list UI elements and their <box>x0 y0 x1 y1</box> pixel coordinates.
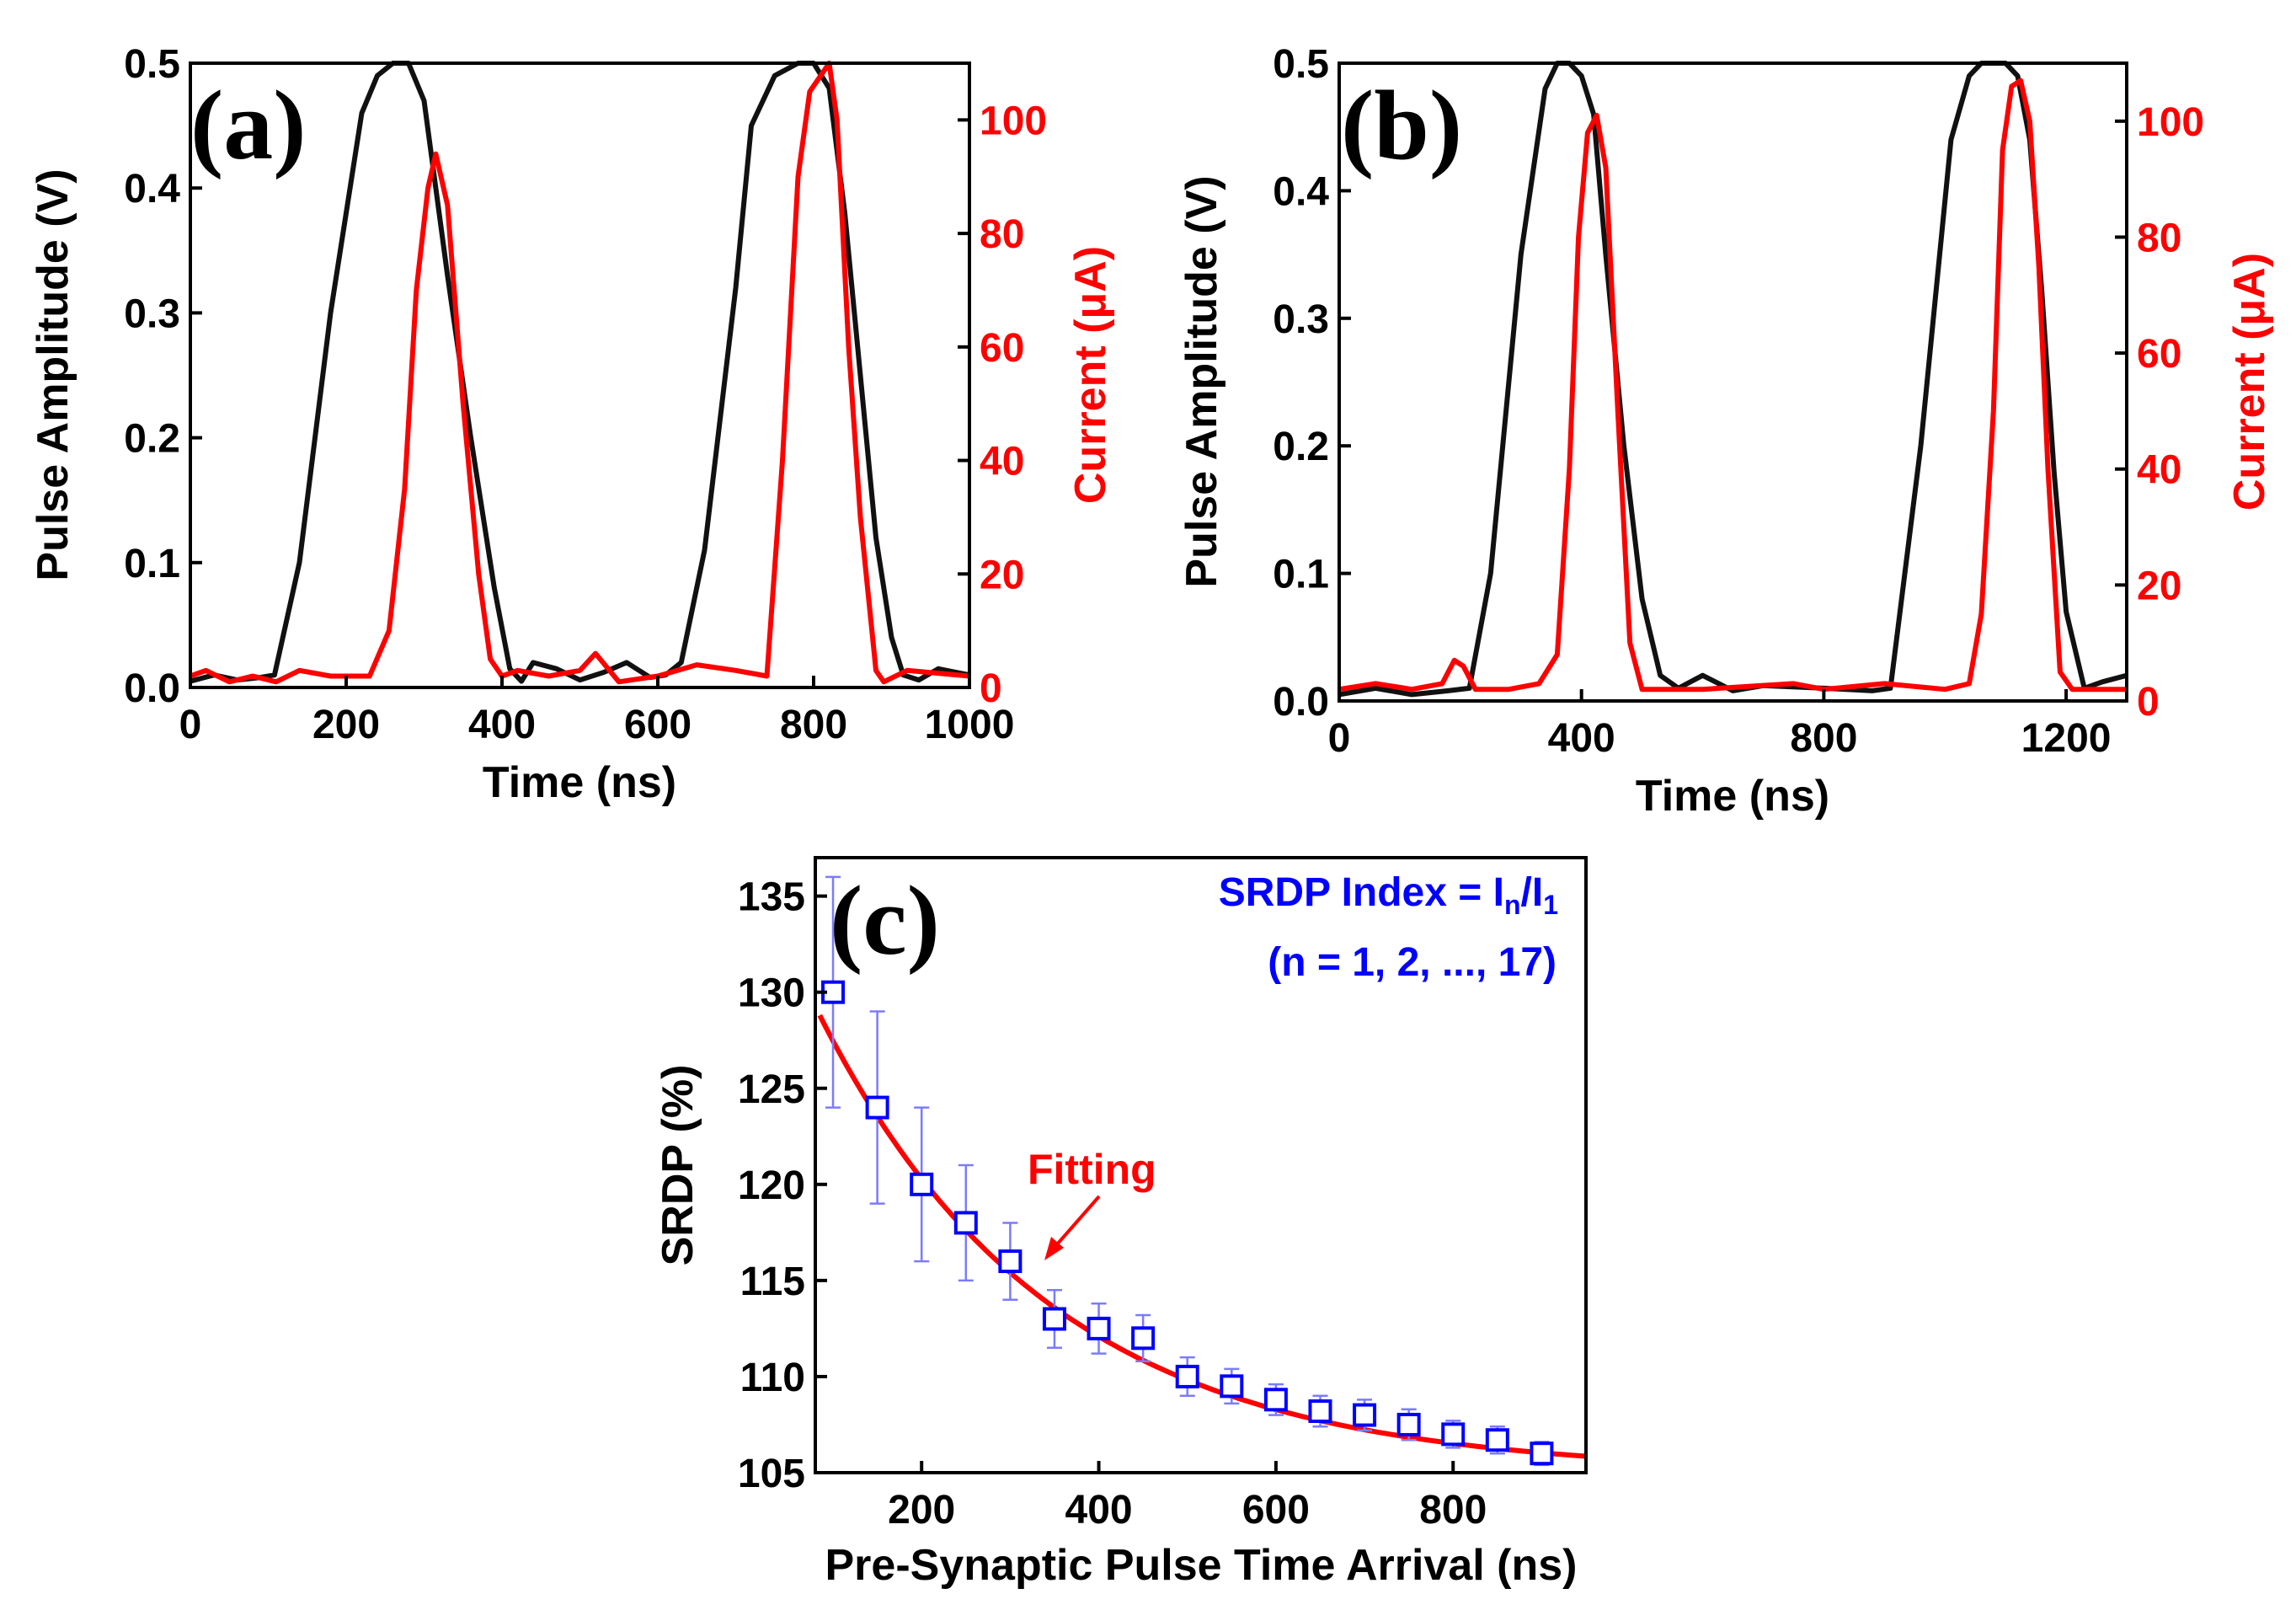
curves-a <box>189 61 970 685</box>
curves-b <box>1338 61 2128 698</box>
srdp-index-legend: SRDP Index = In/I1 <box>1219 870 1558 920</box>
y-tick-label-a-1: 0.1 <box>124 542 180 586</box>
x-tick-label-c-1: 400 <box>1065 1488 1133 1532</box>
y-tick-label-c-3: 120 <box>738 1163 805 1208</box>
srdp-range-legend: (n = 1, 2, ..., 17) <box>1268 940 1556 985</box>
panel-label-b: (b) <box>1341 70 1462 180</box>
y-tick-label-c-2: 115 <box>740 1260 805 1304</box>
x-tick-label-a-1: 200 <box>312 703 380 747</box>
legend-index-sub-n: n <box>1504 890 1521 920</box>
y-axis-label-c: SRDP (%) <box>654 1065 702 1266</box>
y-tick-label-b-2: 0.2 <box>1273 425 1329 469</box>
y-axis-label-b: Pulse Amplitude (V) <box>1177 175 1226 587</box>
y-tick-label-c-6: 135 <box>738 875 805 920</box>
voltage-curve-a <box>190 61 970 684</box>
ticks-c: 200 400 600 800 105 110 115 120 125 130 135 <box>738 875 1487 1532</box>
x-axis-label-b: Time (ns) <box>1636 772 1829 821</box>
x-tick-label-a-0: 0 <box>179 703 202 747</box>
x-tick-label-a-5: 1000 <box>925 703 1015 747</box>
curves-c <box>817 875 1587 1467</box>
fitting-annotation: Fitting <box>1028 1146 1156 1193</box>
y-tick-label-a-5: 0.5 <box>124 42 180 87</box>
y2-axis-label-a: Current (μA) <box>1066 246 1115 504</box>
y-tick-label-b-0: 0.0 <box>1273 680 1329 725</box>
panel-b: 0 400 800 1200 0.0 0.1 0.2 0.3 0.4 0.5 0 20 40 60 80 10… <box>1177 42 2274 821</box>
data-point <box>1263 1388 1288 1412</box>
data-point <box>1087 1316 1111 1340</box>
y2-axis-label-b: Current (μA) <box>2225 253 2274 511</box>
panel-label-a: (a) <box>190 70 307 180</box>
y2-tick-label-a-4: 80 <box>980 212 1024 257</box>
data-point <box>998 1249 1023 1274</box>
legend-index-mid: /I <box>1521 870 1544 915</box>
current-curve-b <box>1338 78 2127 693</box>
x-tick-label-a-3: 600 <box>624 703 691 747</box>
y2-tick-label-a-5: 100 <box>980 99 1047 143</box>
y-tick-label-a-4: 0.4 <box>124 167 180 211</box>
y2-tick-label-a-0: 0 <box>980 666 1002 711</box>
data-point <box>865 1095 889 1120</box>
y2-tick-label-b-4: 80 <box>2137 216 2181 260</box>
x-tick-label-b-0: 0 <box>1328 716 1351 761</box>
y2-tick-label-b-1: 20 <box>2137 564 2181 608</box>
x-tick-label-a-2: 400 <box>468 703 536 747</box>
fitting-arrow-shaft <box>1049 1195 1101 1253</box>
y-tick-label-a-2: 0.2 <box>124 417 180 462</box>
y-tick-label-b-1: 0.1 <box>1273 553 1329 597</box>
panel-a: 0 200 400 600 800 1000 0.0 0.1 0.2 0.3 0.4 0.5 0 20 40… <box>29 42 1115 807</box>
y-tick-label-b-5: 0.5 <box>1273 42 1329 87</box>
legend-index-prefix: SRDP Index = I <box>1219 870 1504 915</box>
y2-tick-label-b-2: 40 <box>2137 448 2181 493</box>
plot-frame-a <box>189 62 971 689</box>
y-tick-label-c-0: 105 <box>738 1452 805 1496</box>
data-point <box>1441 1422 1466 1447</box>
y-tick-label-a-3: 0.3 <box>124 292 180 336</box>
x-tick-label-c-2: 600 <box>1242 1488 1310 1532</box>
y-tick-label-c-1: 110 <box>740 1356 805 1400</box>
data-point <box>1131 1326 1156 1351</box>
data-point <box>1308 1399 1332 1423</box>
y2-tick-label-a-1: 20 <box>980 553 1024 597</box>
ticks-b: 0 400 800 1200 0.0 0.1 0.2 0.3 0.4 0.5 0 20 40 60 80 10… <box>1273 42 2204 761</box>
data-point <box>1175 1364 1199 1388</box>
data-point <box>910 1172 934 1196</box>
y2-tick-label-a-3: 60 <box>980 326 1024 371</box>
fitting-curve <box>817 1014 1587 1459</box>
ticks-a: 0 200 400 600 800 1000 0.0 0.1 0.2 0.3 0.4 0.5 0 20 40… <box>124 42 1047 747</box>
y2-tick-label-b-3: 60 <box>2137 332 2181 377</box>
plot-frame-c <box>814 856 1588 1474</box>
data-point <box>1220 1374 1244 1399</box>
data-point <box>1396 1412 1421 1436</box>
x-tick-label-c-0: 200 <box>888 1488 955 1532</box>
y-tick-label-b-3: 0.3 <box>1273 297 1329 342</box>
data-point <box>1485 1428 1509 1452</box>
data-point <box>1530 1442 1554 1466</box>
x-tick-label-a-4: 800 <box>780 703 847 747</box>
y-tick-label-c-5: 130 <box>738 971 805 1016</box>
x-tick-label-c-3: 800 <box>1419 1488 1487 1532</box>
y2-tick-label-b-5: 100 <box>2137 100 2204 145</box>
legend-index-sub-1: 1 <box>1543 890 1558 920</box>
y-tick-label-a-0: 0.0 <box>124 666 180 711</box>
x-tick-label-b-3: 1200 <box>2021 716 2112 761</box>
data-point <box>953 1211 978 1235</box>
data-point <box>1353 1403 1377 1427</box>
data-point <box>1042 1307 1066 1331</box>
current-curve-a <box>189 61 970 685</box>
fitting-arrow-head <box>1044 1237 1064 1260</box>
y2-tick-label-a-2: 40 <box>980 440 1024 484</box>
y-axis-label-a: Pulse Amplitude (V) <box>29 168 77 580</box>
plot-frame-b <box>1338 62 2128 703</box>
y-tick-label-c-4: 125 <box>738 1067 805 1112</box>
panel-c: 200 400 600 800 105 110 115 120 125 130 135 (c) Pr… <box>654 856 1588 1590</box>
y2-tick-label-b-0: 0 <box>2137 680 2160 725</box>
x-axis-label-c: Pre-Synaptic Pulse Time Arrival (ns) <box>825 1541 1578 1590</box>
x-tick-label-b-2: 800 <box>1790 716 1857 761</box>
x-tick-label-b-1: 400 <box>1548 716 1615 761</box>
y-tick-label-b-4: 0.4 <box>1273 169 1329 214</box>
x-axis-label-a: Time (ns) <box>483 758 676 807</box>
panel-label-c: (c) <box>830 865 940 976</box>
